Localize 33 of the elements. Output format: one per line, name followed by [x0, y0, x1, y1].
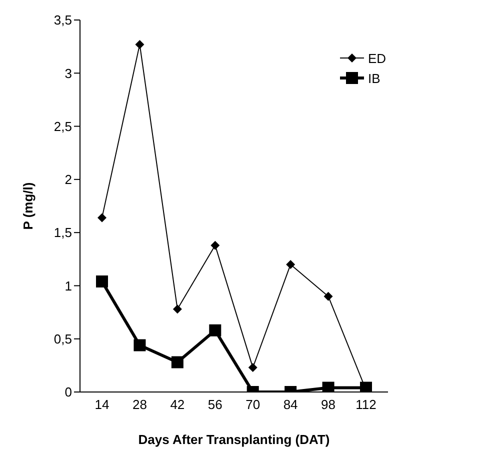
y-tick-label: 0,5	[54, 331, 72, 346]
x-tick-label: 70	[246, 397, 260, 412]
point	[98, 213, 106, 222]
y-axis-title: P (mg/l)	[20, 182, 36, 230]
y-tick-label: 3,5	[54, 12, 72, 28]
y-tick-label: 1,5	[54, 225, 72, 240]
legend-label: IB	[368, 71, 380, 86]
y-tick-label: 2	[64, 172, 72, 188]
y-tick-label: 2,5	[54, 118, 72, 134]
point	[172, 304, 182, 314]
point	[248, 363, 258, 372]
point	[134, 339, 146, 352]
point	[171, 356, 184, 368]
point	[322, 382, 334, 392]
x-tick-label: 112	[356, 397, 376, 412]
x-tick-label: 14	[94, 397, 110, 412]
y-tick-label: 0	[64, 384, 72, 400]
point	[135, 40, 144, 49]
x-axis-title: Days After Transplanting (DAT)	[138, 432, 330, 447]
point	[286, 260, 296, 269]
x-tick-label: 28	[132, 397, 147, 412]
point	[209, 324, 222, 336]
legend-label: ED	[368, 51, 386, 66]
y-tick-label: 1	[64, 278, 72, 294]
point	[96, 275, 108, 288]
point	[324, 292, 333, 301]
point	[210, 240, 220, 250]
x-tick-label: 42	[170, 397, 185, 412]
point	[360, 382, 372, 392]
x-tick-label: 56	[208, 397, 222, 412]
y-tick-label: 3	[64, 66, 72, 81]
x-tick-label: 84	[283, 397, 298, 412]
x-tick-label: 98	[321, 397, 336, 412]
